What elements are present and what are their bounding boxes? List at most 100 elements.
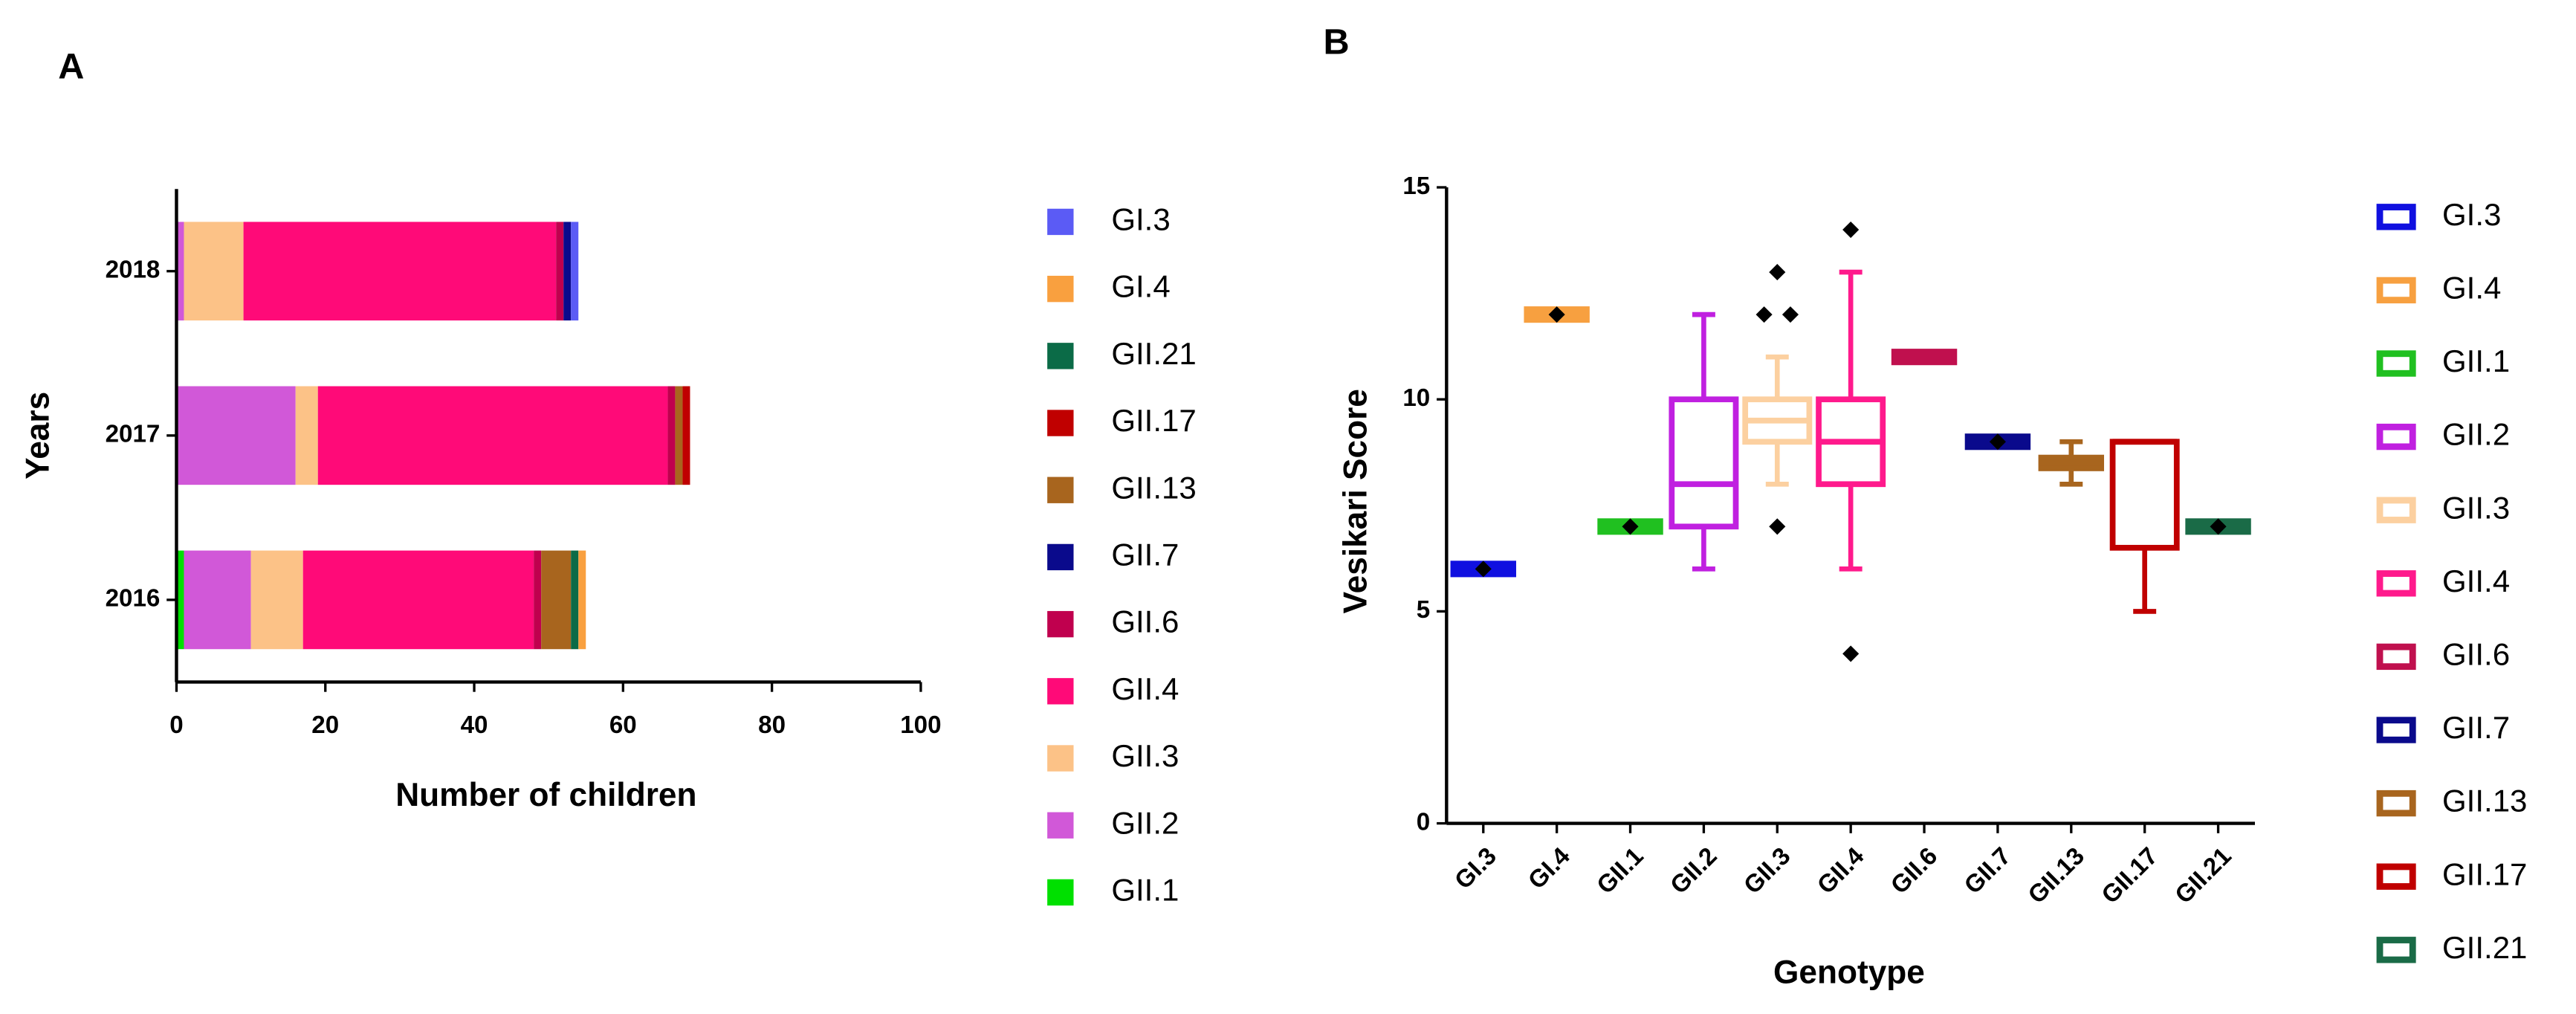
bar-segment (317, 386, 668, 485)
y-axis-title: Vesikari Score (1338, 389, 1374, 613)
x-tick-label: 60 (609, 711, 637, 739)
x-axis-title: Number of children (395, 777, 696, 813)
legend-swatch (2376, 497, 2416, 523)
bar-segment (243, 222, 557, 321)
legend-label: GII.2 (1111, 805, 1179, 840)
bar-segment (675, 386, 683, 485)
bar-segment (534, 550, 542, 650)
legend-label: GII.21 (1111, 336, 1196, 371)
x-tick-label: GII.7 (1959, 842, 2016, 900)
x-tick-label: GII.1 (1592, 842, 1649, 900)
bar-segment (295, 386, 318, 485)
panel-label: A (58, 47, 84, 87)
y-tick-label: 2018 (106, 256, 161, 284)
legend-swatch (1047, 477, 1074, 503)
legend-swatch (1047, 410, 1074, 436)
legend-swatch (2376, 717, 2416, 743)
legend-label: GI.3 (2442, 197, 2501, 232)
y-tick-label: 10 (1402, 384, 1430, 412)
legend-swatch (1047, 343, 1074, 369)
legend-swatch (1047, 879, 1074, 906)
data-point (1769, 518, 1786, 535)
bar-segment (571, 550, 579, 650)
x-tick-label: 0 (169, 711, 183, 739)
y-tick-label: 2017 (106, 421, 161, 448)
legend-swatch (2376, 789, 2416, 817)
legend-label: GII.6 (2442, 636, 2510, 671)
legend-swatch (2376, 350, 2416, 377)
legend-swatch (1047, 745, 1074, 772)
x-tick-label: GII.3 (1738, 842, 1796, 900)
data-point (2210, 518, 2227, 535)
panel-label: B (1324, 22, 1350, 62)
bar-segment (571, 222, 579, 321)
x-tick-label: GI.4 (1523, 842, 1576, 895)
bar-segment (184, 550, 251, 650)
bar-segment (667, 386, 676, 485)
y-tick-label: 2016 (106, 585, 161, 613)
legend-label: GII.13 (1111, 470, 1196, 505)
x-axis-title: Genotype (1773, 955, 1925, 991)
legend-swatch (1047, 610, 1074, 638)
legend-label: GI.4 (2442, 271, 2501, 306)
bar-segment (578, 550, 586, 650)
bar-segment (176, 222, 184, 321)
legend-swatch (1047, 275, 1074, 303)
legend-label: GII.21 (2442, 930, 2527, 965)
data-point (1842, 645, 1860, 662)
x-tick-label: 40 (461, 711, 488, 739)
y-tick-label: 15 (1402, 172, 1430, 200)
legend-swatch (1047, 678, 1074, 705)
x-tick-label: GII.2 (1666, 842, 1723, 900)
bar-segment (176, 550, 184, 650)
y-tick-label: 0 (1417, 808, 1430, 836)
x-tick-label: GII.13 (2023, 842, 2090, 909)
x-tick-label: GII.6 (1886, 842, 1943, 900)
x-tick-label: GII.21 (2170, 842, 2237, 909)
box (1669, 396, 1739, 530)
box (2109, 439, 2180, 551)
bar-segment (250, 550, 303, 650)
bar-segment (563, 222, 572, 321)
legend-label: GII.17 (2442, 856, 2527, 891)
y-tick-label: 5 (1417, 596, 1430, 624)
data-point (1755, 306, 1773, 323)
legend-swatch (1047, 543, 1074, 571)
legend-label: GII.2 (2442, 417, 2510, 452)
legend-label: GII.7 (1111, 537, 1179, 572)
legend-label: GII.13 (2442, 784, 2527, 818)
x-tick-label: GII.17 (2097, 842, 2164, 909)
bar-segment (176, 386, 296, 485)
data-point (1769, 264, 1786, 281)
legend-swatch (1047, 208, 1074, 236)
bar-segment (682, 386, 690, 485)
legend-swatch (2376, 570, 2416, 597)
data-point (1475, 561, 1492, 578)
bar-segment (556, 222, 564, 321)
x-tick-label: GI.3 (1449, 842, 1501, 894)
y-axis-title: Years (20, 392, 56, 479)
legend-label: GI.3 (1111, 202, 1170, 237)
x-tick-label: GII.4 (1812, 842, 1869, 900)
legend-label: GII.17 (1111, 403, 1196, 438)
legend-swatch (2376, 863, 2416, 890)
bar-segment (184, 222, 244, 321)
legend-label: GII.7 (2442, 710, 2510, 745)
legend-label: GII.3 (1111, 738, 1179, 773)
legend-swatch (2376, 204, 2416, 230)
legend-label: GII.1 (2442, 343, 2510, 378)
x-tick-label: 80 (758, 711, 786, 739)
bar-segment (541, 550, 572, 650)
legend-label: GII.1 (1111, 873, 1179, 908)
legend-swatch (1047, 812, 1074, 839)
legend-label: GII.6 (1111, 604, 1179, 639)
legend-label: GII.3 (2442, 490, 2510, 525)
x-tick-label: 100 (900, 711, 941, 739)
legend-swatch (2376, 277, 2416, 304)
legend-swatch (2376, 643, 2416, 671)
legend-swatch (2376, 423, 2416, 451)
legend-label: GII.4 (1111, 671, 1179, 706)
legend-label: GI.4 (1111, 269, 1170, 304)
legend-label: GII.4 (2442, 563, 2510, 598)
